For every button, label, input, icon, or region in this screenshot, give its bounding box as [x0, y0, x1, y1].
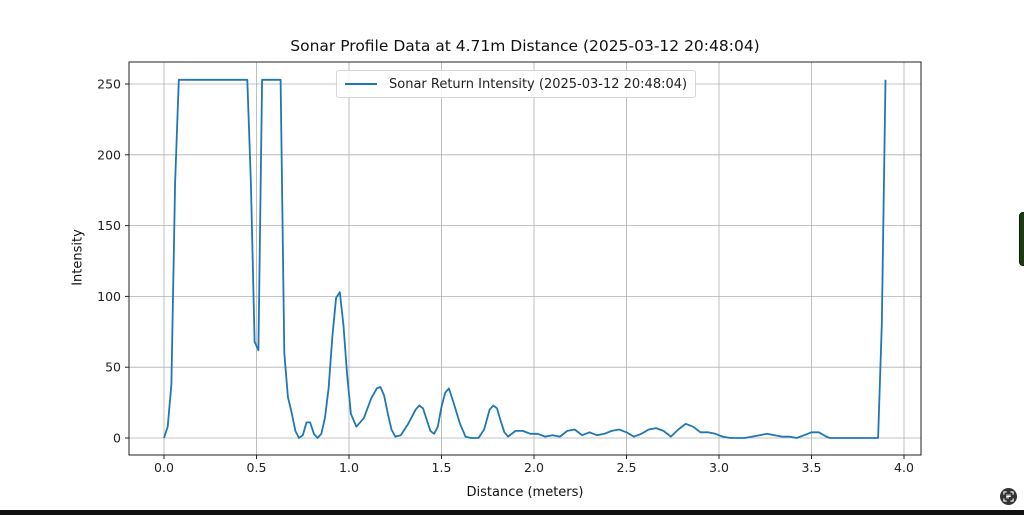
x-tick-label: 0.5: [247, 460, 267, 475]
data-series: [163, 78, 887, 439]
y-tick-label: 0: [113, 431, 121, 446]
x-tick-label: 3.5: [802, 460, 822, 475]
axis-ticks: 0.0 0.5 1.0 1.5 2.0 2.5 3.0 3.5 4.0 0 50 100 150 200 2…: [97, 77, 914, 476]
x-tick-label: 0.0: [154, 460, 174, 475]
intensity-line: [163, 78, 887, 439]
side-panel-tab[interactable]: [1019, 212, 1024, 266]
x-tick-label: 2.5: [617, 460, 637, 475]
screen-capture-icon: [1003, 491, 1014, 502]
y-axis-label: Intensity: [70, 229, 86, 286]
bottom-taskbar-edge: [0, 510, 1024, 515]
x-tick-label: 4.0: [894, 460, 914, 475]
x-tick-label: 1.0: [339, 460, 359, 475]
axes-frame: [128, 61, 922, 456]
x-axis-label: Distance (meters): [466, 485, 584, 500]
y-tick-label: 200: [97, 147, 121, 162]
legend: Sonar Return Intensity (2025-03-12 20:48…: [336, 70, 697, 98]
x-tick-label: 3.0: [709, 460, 729, 475]
grid-lines: [129, 62, 921, 455]
screen-capture-button[interactable]: [1000, 488, 1017, 505]
x-tick-label: 1.5: [432, 460, 452, 475]
y-tick-label: 50: [105, 360, 121, 375]
chart-title: Sonar Profile Data at 4.71m Distance (20…: [290, 37, 760, 55]
y-tick-label: 250: [97, 77, 121, 92]
legend-label: Sonar Return Intensity (2025-03-12 20:48…: [389, 76, 688, 92]
legend-line-swatch: [345, 83, 377, 85]
y-tick-label: 150: [97, 218, 121, 233]
y-tick-label: 100: [97, 289, 121, 304]
x-tick-label: 2.0: [524, 460, 544, 475]
